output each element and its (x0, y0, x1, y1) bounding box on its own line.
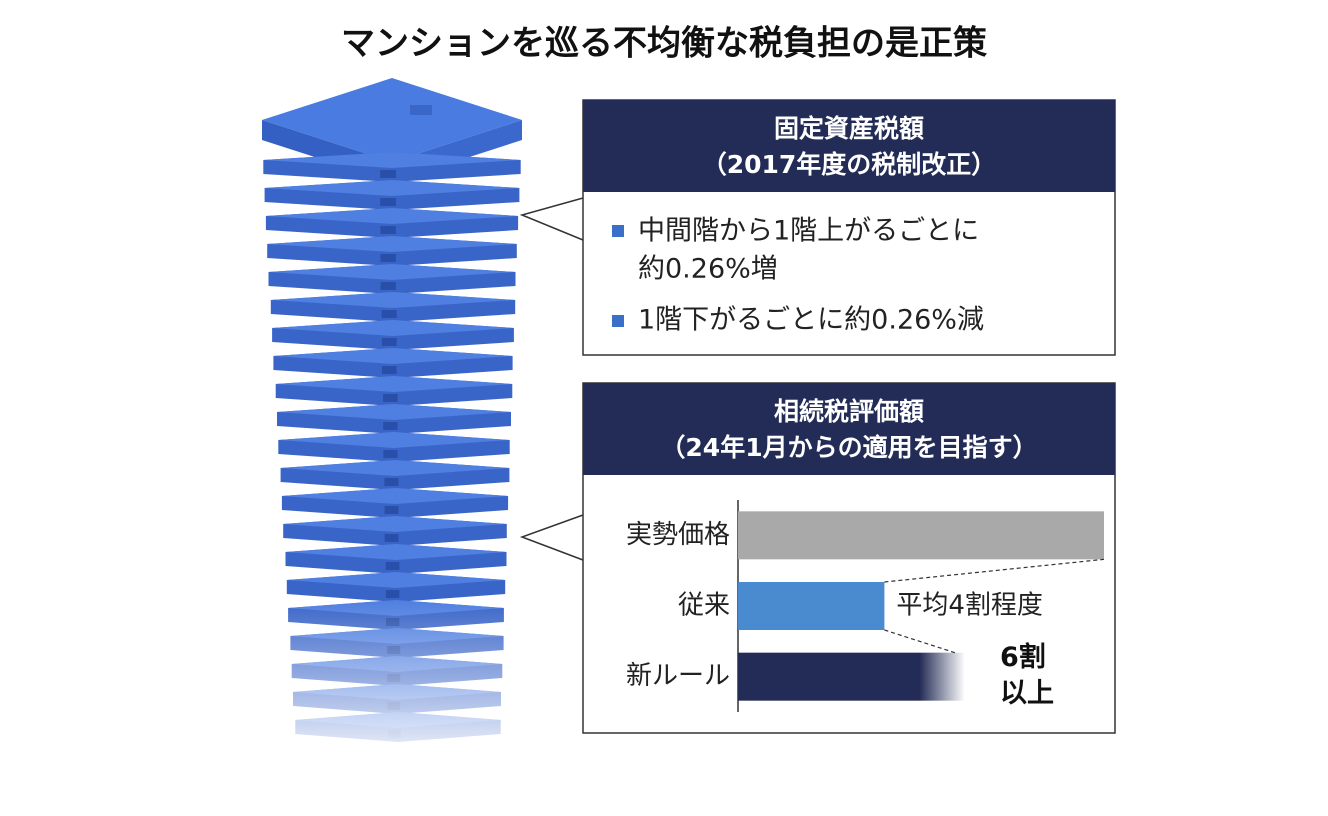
bullet-text: 1階下がるごとに約0.26%減 (638, 305, 984, 336)
annotation: 以上 (1000, 678, 1054, 709)
bar (738, 582, 885, 630)
bullet-text: 中間階から1階上がるごとに (638, 216, 979, 247)
bar (738, 511, 1104, 560)
category-label: 従来 (678, 591, 730, 621)
annotation: 平均4割程度 (896, 591, 1043, 621)
annotation: 6割 (1000, 641, 1046, 673)
panel-property-tax: 固定資産税額 （2017年度の税制改正） 中間階から1階上がるごとに 約0.26… (519, 99, 1116, 356)
category-label: 実勢価格 (626, 520, 730, 550)
category-label: 新ルール (626, 661, 730, 691)
bar (738, 652, 965, 701)
bullet-text: 約0.26%増 (638, 254, 778, 285)
page-title: マンションを巡る不均衡な税負担の是正策 (341, 24, 987, 64)
tower-illustration (250, 78, 550, 770)
panel-header: 相続税評価額 (774, 397, 924, 426)
panel-header: （2017年度の税制改正） (702, 150, 997, 179)
panel-header: 固定資産税額 (774, 114, 924, 143)
panel-header: （24年1月からの適用を目指す） (660, 433, 1037, 462)
connector (884, 558, 1105, 583)
connector (884, 629, 956, 654)
